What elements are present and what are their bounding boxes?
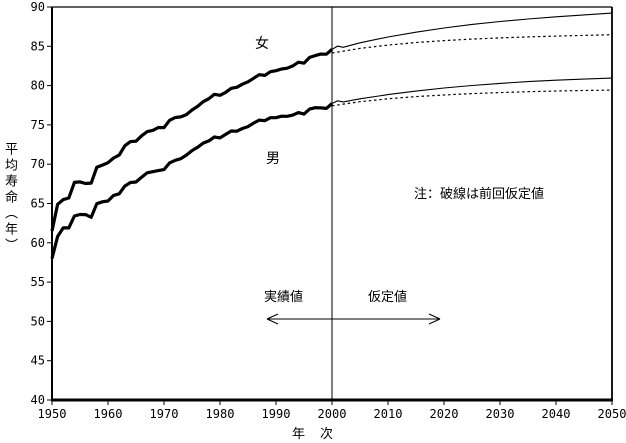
note-text: 注：破線は前回仮定値 — [414, 187, 545, 202]
y-tick-label: 70 — [31, 157, 45, 171]
range-arrow-right-head — [428, 318, 441, 325]
range-arrow-right-head — [428, 313, 441, 320]
x-tick-label: 2050 — [598, 407, 626, 421]
series-line-1 — [50, 102, 334, 259]
y-tick-label: 50 — [31, 314, 45, 328]
x-tick-label: 1970 — [150, 407, 179, 421]
range-arrow-left-head — [266, 313, 279, 320]
male-series-label: 男 — [266, 151, 280, 167]
series-line-2 — [331, 12, 613, 50]
x-tick-label: 1960 — [94, 407, 123, 421]
x-tick-label: 2000 — [318, 407, 347, 421]
actual-values-label: 実績値 — [264, 290, 304, 305]
x-tick-label: 2030 — [486, 407, 515, 421]
assumed-values-label: 仮定値 — [368, 290, 408, 305]
y-tick-label: 75 — [31, 118, 45, 132]
y-tick-label: 85 — [31, 39, 45, 53]
x-axis-title: 年 次 — [291, 427, 334, 442]
series-line-5 — [331, 89, 613, 107]
x-tick-label: 1950 — [38, 407, 67, 421]
x-tick-label: 2020 — [430, 407, 459, 421]
y-tick-label: 45 — [31, 354, 45, 368]
series-line-3 — [331, 77, 613, 104]
female-series-label: 女 — [255, 36, 269, 52]
range-arrow-left-head — [266, 318, 279, 325]
y-tick-label: 90 — [31, 0, 45, 14]
x-tick-label: 2040 — [542, 407, 571, 421]
y-tick-label: 80 — [31, 79, 45, 93]
x-tick-label: 1980 — [206, 407, 235, 421]
y-tick-label: 55 — [31, 275, 45, 289]
series-line-4 — [331, 34, 613, 54]
y-tick-label: 40 — [31, 393, 45, 407]
series-line-0 — [50, 48, 334, 232]
y-axis-title: 平均寿命（年） — [2, 142, 17, 254]
y-tick-label: 60 — [31, 236, 45, 250]
y-tick-label: 65 — [31, 197, 45, 211]
x-tick-label: 1990 — [262, 407, 291, 421]
x-tick-label: 2010 — [374, 407, 403, 421]
